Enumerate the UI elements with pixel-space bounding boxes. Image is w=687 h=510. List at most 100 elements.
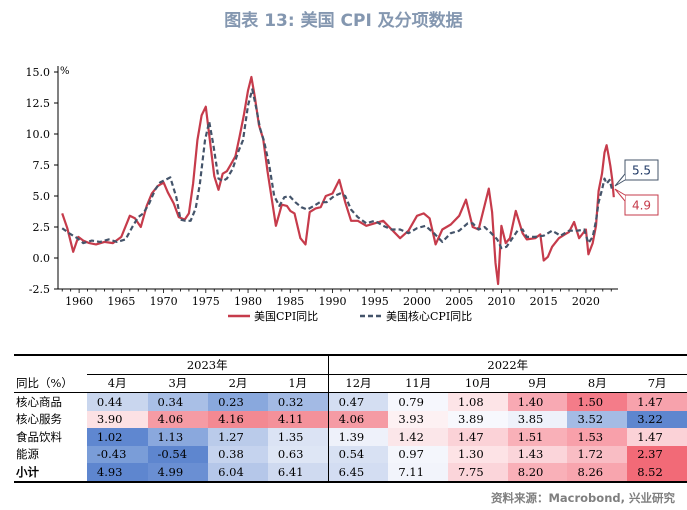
table-cell: 8.20 [507,463,568,483]
year-header: 2023年 [86,354,329,375]
table-cell: 3.85 [507,410,568,428]
table-year-row: 2023年 2022年 [14,354,687,375]
figure-title: 图表 13: 美国 CPI 及分项数据 [224,11,463,31]
table-cell: 0.47 [328,392,389,411]
callout-box [624,159,659,181]
month-header: 4月 [86,374,148,393]
table-cell: 1.42 [388,428,449,446]
month-header: 7月 [627,374,687,393]
table-cell: 0.44 [86,392,148,411]
table-cell: 0.97 [388,445,449,463]
table-cell: 1.53 [567,428,628,446]
table-cell: 1.30 [448,445,508,463]
x-tick-label: 1970 [150,295,178,308]
table-cell: 1.35 [267,428,329,446]
y-tick-label: 0.0 [33,252,51,265]
table-cell: 3.89 [448,410,508,428]
table-month-row: 同比（%） 4月 3月 2月 1月 12月 11月 10月 9月 8月 7月 [14,374,687,393]
x-tick-label: 1985 [276,295,304,308]
table-cell: 0.79 [388,392,449,411]
table-cell: 1.02 [86,428,148,446]
table-cell: 0.34 [147,392,209,411]
y-tick-label: 2.5 [33,221,51,234]
table-cell: 6.45 [328,463,389,483]
x-tick-label: 2000 [403,295,431,308]
table-cell: 3.22 [627,410,687,428]
callout-box [624,194,659,216]
cpi-component-table: 2023年 2022年 同比（%） 4月 3月 2月 1月 12月 11月 10月 9月 8月 7… [14,354,687,483]
table-cell: 8.52 [627,463,687,483]
table-cell: 1.08 [448,392,508,411]
table-cell: 4.93 [86,463,148,483]
cpi-series-line [61,75,615,286]
table-cell: 8.26 [567,463,628,483]
x-tick-label: 1980 [234,295,262,308]
table-cell: 4.16 [208,410,268,428]
y-tick-label: 10.0 [26,128,51,141]
table-cell: 1.27 [208,428,268,446]
table-cell: 1.40 [507,392,568,411]
callout-label: 5.5 [632,164,651,178]
x-tick-label: 2020 [572,295,600,308]
month-header: 10月 [448,374,508,393]
y-tick-label: 12.5 [26,97,51,110]
x-tick-label: 1965 [107,295,135,308]
x-tick-label: 1995 [361,295,389,308]
table-row: 能源 -0.43 -0.54 0.38 0.63 0.54 0.97 1.30 1.43 1.72… [14,445,687,463]
table-row: 核心服务 3.90 4.06 4.16 4.11 4.06 3.93 3.89 3.85 3.52… [14,410,687,428]
row-label: 能源 [16,447,39,462]
month-header: 2月 [208,374,268,393]
y-tick-label: 5.0 [33,190,51,203]
table-cell: 1.47 [448,428,508,446]
table-cell: 0.32 [267,392,329,411]
table-cell: 1.43 [507,445,568,463]
table-cell: 3.90 [86,410,148,428]
table-cell: 0.63 [267,445,329,463]
row-label: 核心服务 [16,412,62,427]
cpi-line-chart: 15.0 12.5 10.0 7.5 5.0 2.5 0.0 -2.5% 1960 1965 197… [26,66,659,323]
table-cell: 3.93 [388,410,449,428]
table-corner [14,354,87,374]
table-cell: 1.51 [507,428,568,446]
source-note: 资料来源：Macrobond, 兴业研究 [490,491,675,505]
table-cell: 1.72 [567,445,628,463]
table-cell: 4.99 [147,463,209,483]
table-cell: 6.04 [208,463,268,483]
table-cell: 1.13 [147,428,209,446]
month-header: 11月 [388,374,449,393]
table-cell: 0.23 [208,392,268,411]
table-cell: 0.38 [208,445,268,463]
y-unit-label: % [60,66,70,77]
legend-label: 美国CPI同比 [254,310,318,323]
row-label: 小计 [14,463,87,483]
x-tick-label: 2005 [445,295,473,308]
table-cell: 7.75 [448,463,508,483]
table-cell: 2.37 [627,445,687,463]
table-row: 食品饮料 1.02 1.13 1.27 1.35 1.39 1.42 1.47 1.51 1.53… [14,428,687,446]
callout-pointer [614,173,626,187]
year-header: 2022年 [328,354,687,375]
y-tick-label: 7.5 [33,159,51,172]
month-header: 3月 [147,374,209,393]
table-row: 核心商品 0.44 0.34 0.23 0.32 0.47 0.79 1.08 1.40 1.50… [14,392,687,411]
row-label: 核心商品 [16,394,62,409]
row-label: 食品饮料 [16,429,62,444]
table-cell: 1.50 [567,392,628,411]
table-cell: 1.39 [328,428,389,446]
callout-label: 4.9 [632,199,651,213]
table-cell: 3.52 [567,410,628,428]
table-cell: -0.43 [86,445,148,463]
table-cell: 4.11 [267,410,329,428]
table-cell: 7.11 [388,463,449,483]
x-tick-label: 1960 [65,295,93,308]
table-cell: 4.06 [147,410,209,428]
month-header: 8月 [567,374,628,393]
core-cpi-series-line [61,88,614,250]
x-tick-label: 1990 [319,295,347,308]
legend-label: 美国核心CPI同比 [386,309,472,323]
x-tick-label: 2015 [530,295,558,308]
x-tick-label: 1975 [192,295,220,308]
table-cell: 1.47 [627,428,687,446]
y-tick-label: -2.5 [29,283,50,296]
month-header: 9月 [507,374,568,393]
